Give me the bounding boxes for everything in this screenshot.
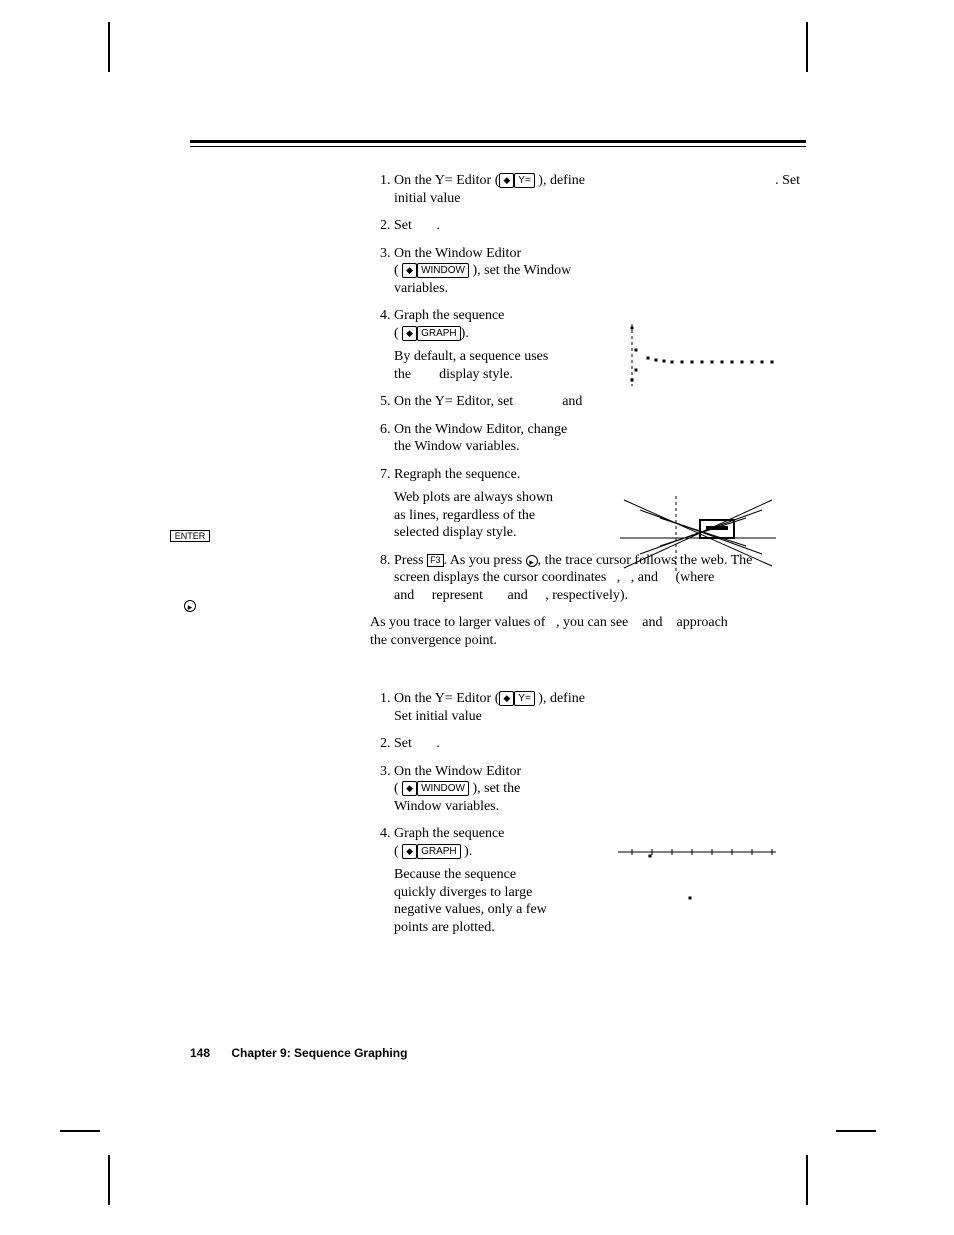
text: negative values, only a few [394, 902, 547, 917]
f3-key-icon: F3 [427, 554, 444, 567]
diamond-key-icon [499, 691, 514, 706]
text: as lines, regardless of the [394, 508, 535, 523]
text: By default, a sequence uses [394, 349, 548, 364]
text: On the Window Editor, change [394, 422, 567, 437]
text: ), set the [469, 781, 520, 796]
figure-dots [612, 320, 782, 390]
text: . Set [775, 172, 800, 190]
steps-list-a: On the Y= Editor ( Y= ), define . Set ini… [370, 172, 800, 659]
text: and [394, 588, 414, 603]
text: screen displays the cursor coordinates [394, 570, 606, 585]
step-a5: On the Y= Editor, set and [394, 393, 800, 411]
page: ENTER ▸ On the Y= Editor ( Y= ), define .… [0, 0, 954, 1235]
right-key-icon: ▸ [526, 555, 538, 567]
text: Set [394, 736, 412, 751]
crop-mark [806, 22, 808, 72]
right-key-icon: ▸ [184, 600, 196, 612]
chapter-title: Chapter 9: Sequence Graphing [231, 1046, 407, 1060]
step-a1: On the Y= Editor ( Y= ), define . Set ini… [394, 172, 800, 207]
text: variables. [394, 281, 448, 296]
figure-web [612, 490, 782, 576]
text: represent [432, 588, 483, 603]
text: . As you press [444, 553, 526, 568]
text: quickly diverges to large [394, 885, 532, 900]
window-key-icon: WINDOW [417, 263, 469, 278]
figure-diverge [612, 838, 782, 928]
text: On the Window Editor [394, 764, 521, 779]
page-footer: 148 Chapter 9: Sequence Graphing [190, 1046, 407, 1060]
text: Regraph the sequence. [394, 467, 520, 482]
step-a3: On the Window Editor ( WINDOW ), set the… [394, 245, 800, 298]
text: Because the sequence [394, 867, 516, 882]
diamond-key-icon [499, 173, 514, 188]
step-a2: Set . [394, 217, 800, 235]
side-enter-key: ENTER [150, 530, 230, 542]
crop-mark [108, 1155, 110, 1205]
text: Graph the sequence [394, 308, 504, 323]
text: On the Y= Editor ( [394, 691, 499, 706]
crop-mark [806, 1155, 808, 1205]
text: , you can see [556, 615, 628, 630]
crop-mark [60, 1130, 100, 1132]
text: ), define [535, 173, 585, 188]
text: selected display style. [394, 525, 516, 540]
crop-mark [836, 1130, 876, 1132]
text: initial value [394, 191, 460, 206]
text: On the Y= Editor, set [394, 394, 513, 409]
step-a6: On the Window Editor, change the Window … [394, 421, 800, 456]
text: ), define [535, 691, 585, 706]
enter-key-icon: ENTER [170, 530, 211, 542]
text: approach [677, 615, 728, 630]
crop-mark [108, 22, 110, 72]
text: On the Window Editor [394, 246, 521, 261]
text: Web plots are always shown [394, 490, 553, 505]
page-number: 148 [190, 1046, 210, 1060]
text: and [642, 615, 662, 630]
text: Set initial value [394, 709, 482, 724]
side-right-key: ▸ [150, 600, 230, 612]
text: , respectively). [545, 588, 628, 603]
text: On the Y= Editor ( [394, 173, 499, 188]
yeq-key-icon: Y= [514, 691, 535, 706]
text: Graph the sequence [394, 826, 504, 841]
text: and [508, 588, 528, 603]
text: Set [394, 218, 412, 233]
rule-top-heavy [190, 140, 806, 143]
text: the [394, 367, 411, 382]
graph-key-icon: GRAPH [417, 844, 461, 859]
text: ), set the Window [469, 263, 571, 278]
step-b1: On the Y= Editor ( Y= ), define Set initi… [394, 690, 800, 725]
text: the Window variables. [394, 439, 520, 454]
diamond-key-icon [402, 781, 417, 796]
text: display style. [439, 367, 513, 382]
step-b2: Set . [394, 735, 800, 753]
text: the convergence point. [370, 633, 497, 648]
text: As you trace to larger values of [370, 615, 545, 630]
text: points are plotted. [394, 920, 495, 935]
text: and [562, 394, 582, 409]
diamond-key-icon [402, 263, 417, 278]
yeq-key-icon: Y= [514, 173, 535, 188]
window-key-icon: WINDOW [417, 781, 469, 796]
diamond-key-icon [402, 326, 417, 341]
text: Window variables. [394, 799, 499, 814]
graph-key-icon: GRAPH [417, 326, 461, 341]
rule-top-light [190, 146, 806, 147]
text: Press [394, 553, 427, 568]
step-b3: On the Window Editor ( WINDOW ), set the… [394, 763, 800, 816]
diamond-key-icon [402, 844, 417, 859]
